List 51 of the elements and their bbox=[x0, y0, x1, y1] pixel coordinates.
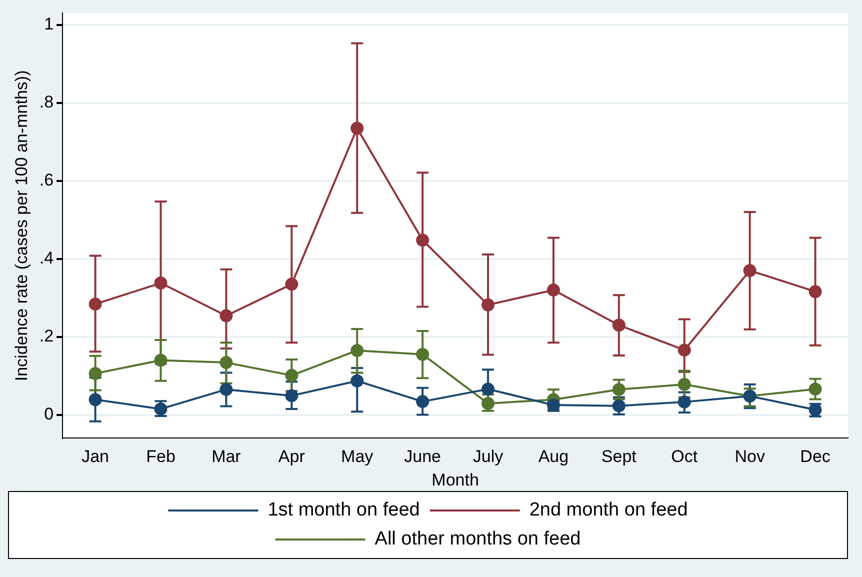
y-tick-label: .6 bbox=[39, 170, 54, 190]
y-tick-label: 1 bbox=[44, 14, 54, 34]
point bbox=[416, 348, 430, 361]
y-tick-label: .8 bbox=[39, 92, 54, 112]
point bbox=[808, 382, 822, 396]
x-tick-label: Aug bbox=[538, 447, 569, 466]
point bbox=[285, 368, 298, 382]
point bbox=[612, 318, 626, 332]
y-tick-label: .2 bbox=[39, 326, 54, 346]
x-tick-label: Dec bbox=[800, 447, 831, 466]
x-tick-label: May bbox=[341, 447, 374, 466]
point bbox=[743, 264, 756, 278]
point bbox=[88, 366, 102, 380]
point bbox=[808, 285, 822, 298]
point bbox=[678, 395, 691, 408]
y-tick-label: .4 bbox=[39, 248, 54, 268]
point bbox=[350, 122, 364, 135]
point bbox=[416, 234, 430, 247]
legend-label: 2nd month on feed bbox=[529, 500, 688, 521]
point bbox=[88, 298, 102, 311]
x-tick-label: Sept bbox=[601, 447, 637, 466]
x-tick-label: Apr bbox=[278, 447, 306, 466]
point bbox=[546, 284, 560, 297]
x-tick-label: Jan bbox=[82, 447, 110, 466]
point bbox=[220, 356, 233, 370]
point bbox=[350, 344, 364, 357]
point bbox=[482, 397, 495, 410]
y-axis-title: Incidence rate (cases per 100 an-mnths)) bbox=[12, 70, 31, 382]
point bbox=[350, 374, 364, 388]
point bbox=[678, 378, 691, 391]
x-tick-label: July bbox=[472, 447, 504, 466]
y-tick-label: 0 bbox=[44, 404, 54, 424]
point bbox=[220, 382, 233, 396]
point bbox=[482, 382, 495, 396]
point bbox=[154, 276, 168, 290]
point bbox=[285, 389, 298, 402]
x-tick-label: June bbox=[404, 447, 441, 466]
point bbox=[482, 298, 495, 312]
x-tick-label: Oct bbox=[671, 447, 698, 466]
point bbox=[220, 309, 233, 322]
legend-label: All other months on feed bbox=[374, 528, 581, 550]
x-tick-label: Feb bbox=[146, 447, 176, 466]
point bbox=[678, 344, 691, 357]
x-axis-title: Month bbox=[432, 470, 479, 490]
x-tick-label: Mar bbox=[212, 447, 242, 466]
point bbox=[285, 278, 298, 291]
x-tick-label: Nov bbox=[734, 447, 766, 466]
point bbox=[154, 354, 168, 367]
point bbox=[88, 393, 102, 406]
point bbox=[416, 395, 430, 408]
legend-label: 1st month on feed bbox=[268, 500, 420, 521]
